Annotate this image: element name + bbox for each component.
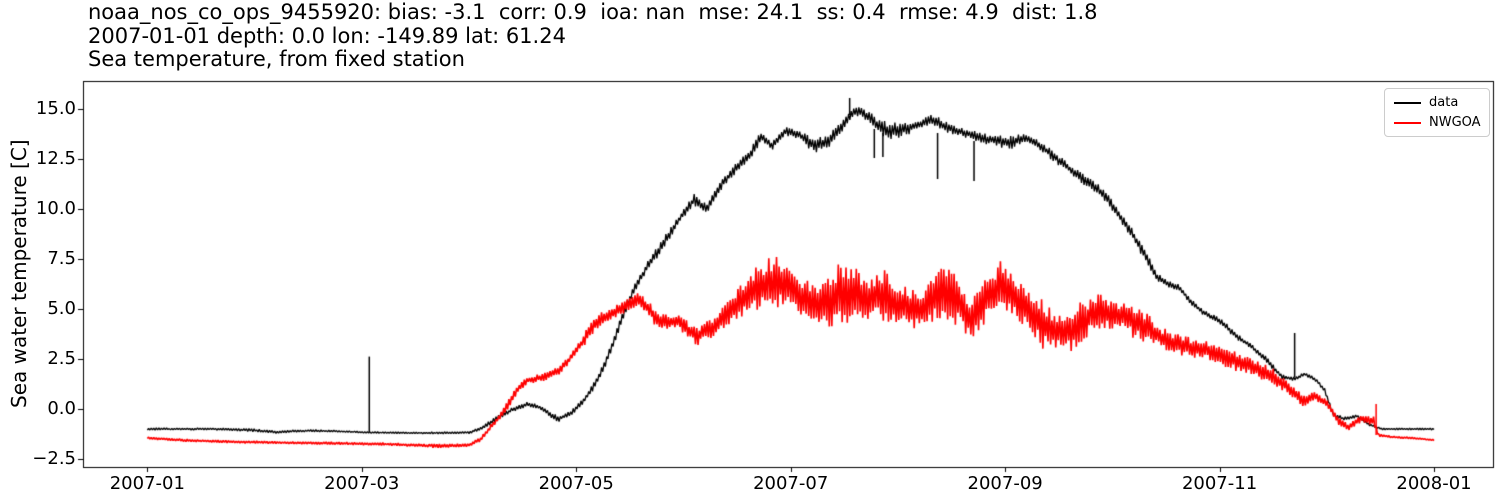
y-tick-label-7.5: 7.5 — [47, 248, 76, 269]
legend-label-data: data — [1429, 95, 1459, 110]
x-tick-label-2007-11: 2007-11 — [1181, 473, 1258, 494]
y-tick-label-10.0: 10.0 — [35, 198, 76, 219]
y-tick-label-2.5: 2.5 — [47, 348, 76, 369]
x-tick-label-2007-05: 2007-05 — [538, 473, 614, 494]
legend-line-sample-data — [1394, 101, 1421, 104]
title-line-stats: noaa_nos_co_ops_9455920: bias: -3.1 corr… — [88, 0, 1098, 24]
chart-title-block: noaa_nos_co_ops_9455920: bias: -3.1 corr… — [88, 0, 1098, 72]
y-tick-label-12.5: 12.5 — [35, 148, 76, 169]
x-tick-label-2007-07: 2007-07 — [753, 473, 829, 494]
legend-line-sample-NWGOA — [1394, 121, 1421, 124]
legend-entry-NWGOA: NWGOA — [1394, 115, 1481, 130]
y-tick-label-5.0: 5.0 — [47, 298, 76, 319]
x-tick-label-2007-01: 2007-01 — [109, 473, 185, 494]
legend-entry-data: data — [1394, 95, 1480, 110]
y-tick-label-15.0: 15.0 — [35, 98, 76, 119]
title-line-meta: 2007-01-01 depth: 0.0 lon: -149.89 lat: … — [88, 23, 566, 48]
y-tick-label-0.0: 0.0 — [47, 398, 76, 419]
legend-label-NWGOA: NWGOA — [1429, 115, 1481, 130]
x-tick-label-2007-09: 2007-09 — [967, 473, 1043, 494]
x-tick-label-2007-03: 2007-03 — [324, 473, 400, 494]
legend: data NWGOA — [1384, 88, 1490, 137]
title-line-description: Sea temperature, from fixed station — [88, 47, 465, 71]
y-tick-label-−2.5: −2.5 — [32, 448, 76, 469]
x-tick-label-2008-01: 2008-01 — [1396, 473, 1472, 494]
